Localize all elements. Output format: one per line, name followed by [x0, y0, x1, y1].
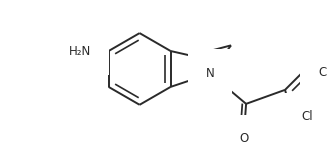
Text: Cl: Cl — [318, 66, 327, 79]
Text: O: O — [240, 132, 249, 145]
Text: H₂N: H₂N — [69, 45, 92, 58]
Text: Cl: Cl — [302, 110, 314, 123]
Text: N: N — [206, 67, 215, 80]
